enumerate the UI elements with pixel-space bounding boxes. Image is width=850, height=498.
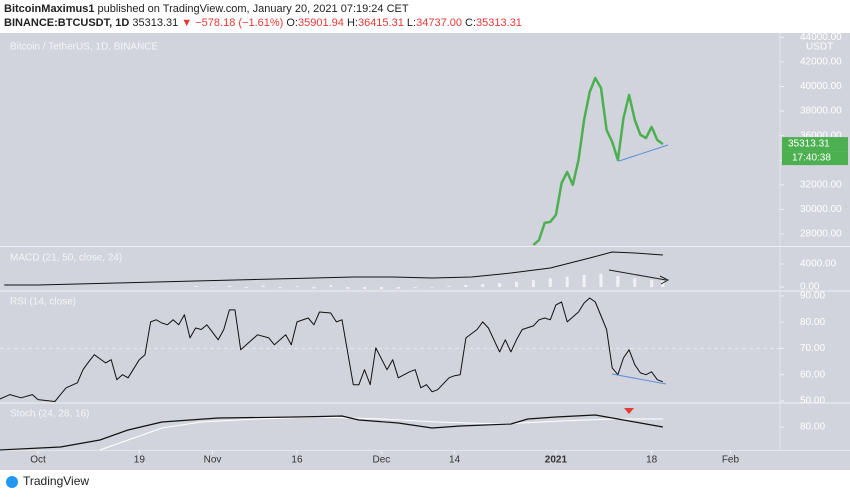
open-label: O:	[286, 17, 298, 29]
histogram-bar	[363, 287, 367, 290]
x-tick-label: 19	[134, 455, 146, 466]
y-tick-label: 32000.00	[800, 179, 842, 190]
y-tick-label: 30000.00	[800, 204, 842, 215]
trendline	[611, 373, 667, 385]
quote-line: BINANCE:BTCUSDT, 1D 35313.31 ▼ −578.18 (…	[4, 16, 522, 30]
close: 35313.31	[476, 17, 522, 29]
histogram-bar	[650, 280, 654, 288]
published: published on TradingView.com, January 20…	[97, 3, 409, 15]
x-tick-label: 18	[646, 455, 658, 466]
x-tick-label: 16	[291, 455, 303, 466]
series-line	[0, 297, 664, 402]
y-tick-label: 0.00	[800, 282, 820, 293]
histogram-bar	[616, 276, 620, 288]
x-tick-label: 14	[449, 455, 461, 466]
brand-icon	[6, 476, 18, 488]
histogram-bar	[447, 285, 451, 288]
pane-title: Stoch (24, 28, 16)	[10, 409, 90, 420]
histogram-bar	[312, 287, 316, 289]
y-tick-label: 36000.00	[800, 130, 842, 141]
y-tick-label: 80.00	[800, 317, 825, 328]
series-line	[4, 251, 663, 286]
brand-name: TradingView	[23, 474, 89, 488]
countdown-label: 17:40:38	[792, 153, 831, 164]
histogram-bar	[430, 287, 434, 288]
last-value-label: 35313.31	[788, 139, 830, 150]
histogram-bar	[227, 285, 231, 288]
trendline	[618, 144, 669, 162]
histogram-bar	[661, 281, 665, 288]
histogram-bar	[599, 273, 603, 288]
histogram-bar	[633, 278, 637, 288]
signal-marker	[624, 408, 634, 414]
countdown-box	[782, 151, 848, 166]
histogram-bar	[548, 278, 552, 288]
y-tick-label: 70.00	[800, 343, 825, 354]
open: 35901.94	[298, 17, 344, 29]
x-tick-label: Dec	[373, 455, 391, 466]
histogram-bar	[498, 282, 502, 288]
histogram-bar	[295, 286, 299, 288]
arrow-head	[659, 275, 670, 285]
histogram-bar	[379, 287, 383, 290]
plot: Bitcoin / TetherUS, 1D, BINANCE 28000.00 3…	[0, 32, 848, 466]
y-tick-label: 4000.00	[800, 259, 837, 270]
histogram-bar	[329, 285, 333, 288]
histogram-bar	[346, 287, 350, 289]
change: ▼ −578.18 (−1.61%)	[181, 17, 284, 29]
pane-title: Bitcoin / TetherUS, 1D, BINANCE	[10, 42, 159, 53]
histogram-bar	[211, 287, 215, 288]
x-tick-label: Oct	[30, 455, 46, 466]
histogram-bar	[464, 284, 468, 288]
low-label: L:	[406, 17, 417, 29]
y-tick-label: 38000.00	[800, 106, 842, 117]
histogram-bar	[396, 287, 400, 289]
axis-unit: USDT	[806, 42, 833, 53]
histogram-bar	[531, 280, 535, 288]
last-value-box	[782, 137, 848, 152]
pane-title: RSI (14, close)	[10, 297, 76, 308]
close-label: C:	[465, 17, 477, 29]
y-tick-label: 90.00	[800, 291, 825, 302]
series-line	[0, 414, 664, 451]
series-line	[532, 76, 664, 246]
y-tick-label: 44000.00	[800, 32, 842, 43]
histogram-bar	[244, 287, 248, 288]
low: 34737.00	[416, 17, 462, 29]
symbol: BINANCE:BTCUSDT, 1D	[4, 17, 130, 29]
brand: TradingView	[6, 474, 89, 488]
y-tick-label: 60.00	[800, 369, 825, 380]
histogram-bar	[481, 284, 485, 288]
histogram-bar	[515, 281, 519, 288]
histogram-bar	[194, 286, 198, 288]
y-tick-label: 42000.00	[800, 57, 842, 68]
arrow-line	[608, 269, 667, 281]
high-label: H:	[346, 17, 358, 29]
publish-line: BitcoinMaximus1 published on TradingView…	[4, 2, 522, 16]
y-tick-label: 40000.00	[800, 81, 842, 92]
y-tick-label: 50.00	[800, 396, 825, 407]
histogram-bar	[565, 276, 569, 288]
pane-title: MACD (21, 50, close, 24)	[10, 253, 122, 264]
histogram-bar	[582, 274, 586, 288]
chart-background	[0, 33, 850, 470]
x-tick-label: Feb	[722, 455, 740, 466]
x-tick-label: Nov	[204, 455, 222, 466]
high: 36415.31	[357, 17, 404, 29]
y-tick-label: 80.00	[800, 422, 825, 433]
histogram-bar	[278, 287, 282, 289]
header: BitcoinMaximus1 published on TradingView…	[4, 2, 522, 30]
histogram-bar	[261, 285, 265, 288]
y-tick-label: 28000.00	[800, 229, 842, 240]
author: BitcoinMaximus1	[4, 3, 95, 15]
histogram-bar	[413, 287, 417, 289]
x-tick-label: 2021	[545, 455, 568, 466]
last: 35313.31	[132, 17, 179, 29]
